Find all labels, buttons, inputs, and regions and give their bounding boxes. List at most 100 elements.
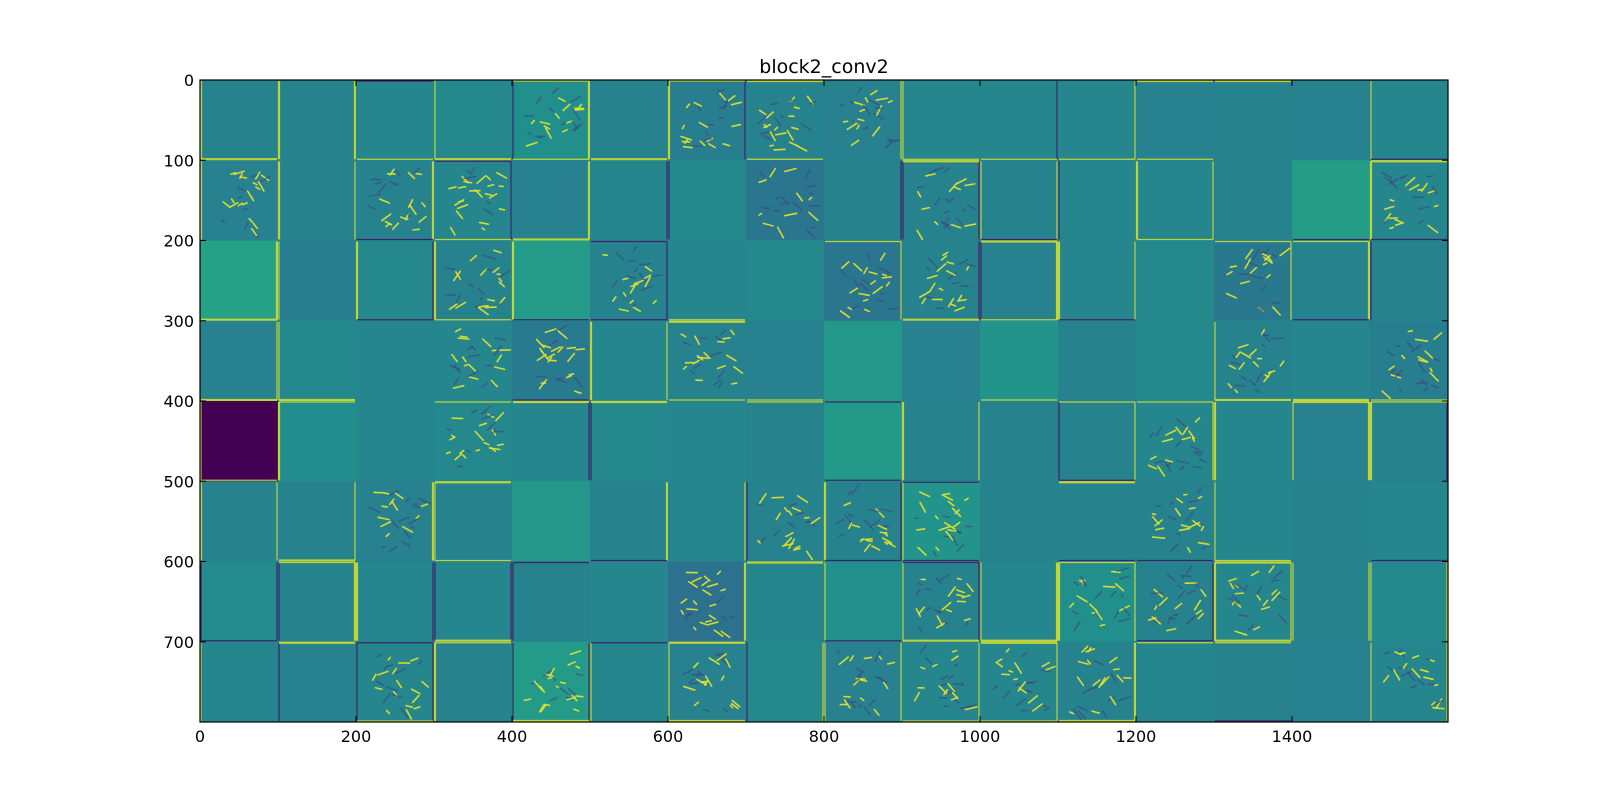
feature-tile: [824, 320, 903, 402]
feature-tile: [512, 641, 591, 722]
feature-tile: [980, 401, 1059, 482]
y-tick-label: 300: [163, 312, 194, 331]
feature-tile: [200, 80, 279, 161]
feature-tile: [746, 240, 825, 322]
feature-tile: [200, 160, 279, 241]
feature-tile: [980, 160, 1059, 241]
feature-tile: [980, 80, 1059, 161]
x-tick-label: 1000: [960, 727, 1001, 746]
feature-tile: [511, 240, 591, 322]
feature-tile: [1370, 481, 1448, 562]
feature-tile: [590, 400, 669, 482]
feature-tile: [200, 481, 279, 562]
feature-tile: [590, 80, 669, 161]
feature-tile: [824, 561, 903, 643]
feature-tile: [277, 160, 357, 241]
feature-tile: [1292, 641, 1371, 722]
feature-tile: [1370, 320, 1448, 402]
feature-tile: [668, 240, 747, 322]
feature-tile: [1058, 641, 1137, 722]
x-tick-label: 600: [653, 727, 684, 746]
feature-tile: [590, 561, 669, 643]
feature-tile: [667, 80, 747, 161]
feature-tile: [668, 320, 747, 402]
feature-tile: [902, 481, 981, 562]
feature-tile: [902, 561, 981, 643]
feature-tile: [1214, 160, 1293, 241]
axis-ticks: 0 200 400 600 800 1000 1200 1400 0 100 200 300 400 50…: [163, 71, 1448, 746]
feature-tile: [512, 481, 591, 562]
feature-tile: [277, 401, 357, 482]
feature-tile: [512, 561, 591, 643]
feature-tile: [746, 641, 825, 722]
feature-tile: [1057, 561, 1137, 643]
feature-tile: [434, 80, 513, 161]
feature-tile: [433, 240, 513, 322]
feature-tile: [356, 481, 435, 562]
feature-tile: [356, 160, 435, 241]
x-tick-label: 400: [497, 727, 528, 746]
feature-tile: [1058, 481, 1137, 562]
feature-tile: [1370, 641, 1448, 722]
feature-tile: [200, 401, 279, 482]
feature-tile: [278, 641, 357, 722]
feature-tile: [902, 320, 981, 402]
feature-tile: [1292, 400, 1371, 482]
feature-tile: [356, 641, 435, 722]
feature-tile: [824, 401, 903, 482]
feature-tile: [1370, 80, 1448, 161]
feature-tile: [668, 641, 747, 722]
feature-tile: [278, 561, 357, 643]
feature-tile: [355, 561, 435, 643]
feature-tile: [1057, 240, 1137, 322]
feature-tile: [200, 240, 279, 322]
feature-tile: [746, 160, 825, 241]
feature-tile: [980, 641, 1059, 722]
feature-tile: [278, 240, 357, 322]
feature-tile: [356, 320, 435, 402]
feature-tile: [824, 641, 903, 722]
y-tick-label: 500: [163, 472, 194, 491]
feature-tile: [512, 400, 591, 482]
feature-tile: [277, 80, 357, 161]
y-tick-label: 700: [163, 633, 194, 652]
feature-tile: [980, 240, 1059, 322]
feature-tile: [590, 641, 669, 722]
feature-tile: [590, 481, 669, 562]
x-tick-label: 1400: [1272, 727, 1313, 746]
feature-tile: [1136, 641, 1215, 722]
feature-tile: [1292, 481, 1371, 562]
feature-tile: [824, 160, 903, 241]
feature-tile: [1214, 80, 1293, 161]
feature-tile: [1136, 401, 1215, 482]
y-tick-label: 200: [163, 232, 194, 251]
feature-map-tiles: [200, 80, 1448, 722]
feature-tile: [980, 481, 1059, 562]
feature-tile: [434, 401, 513, 482]
feature-tile: [1214, 641, 1293, 722]
feature-tile: [1213, 561, 1293, 643]
feature-tile: [589, 320, 669, 402]
feature-tile: [434, 320, 513, 402]
feature-tile: [356, 401, 435, 482]
feature-tile: [434, 561, 513, 643]
feature-tile: [1058, 401, 1137, 482]
feature-tile: [356, 80, 435, 161]
y-tick-label: 100: [163, 151, 194, 170]
feature-tile: [1136, 80, 1215, 161]
feature-tile: [1058, 160, 1137, 241]
feature-tile: [590, 160, 669, 241]
feature-tile: [901, 401, 981, 482]
feature-tile: [668, 561, 747, 643]
feature-tile: [200, 641, 279, 722]
feature-tile: [1213, 401, 1293, 482]
feature-tile: [746, 80, 825, 161]
feature-tile: [902, 160, 981, 241]
feature-tile: [1369, 401, 1448, 482]
feature-tile: [746, 401, 825, 482]
feature-tile: [668, 160, 747, 241]
feature-tile: [1136, 320, 1215, 402]
x-tick-label: 800: [809, 727, 840, 746]
feature-tile: [200, 561, 279, 643]
